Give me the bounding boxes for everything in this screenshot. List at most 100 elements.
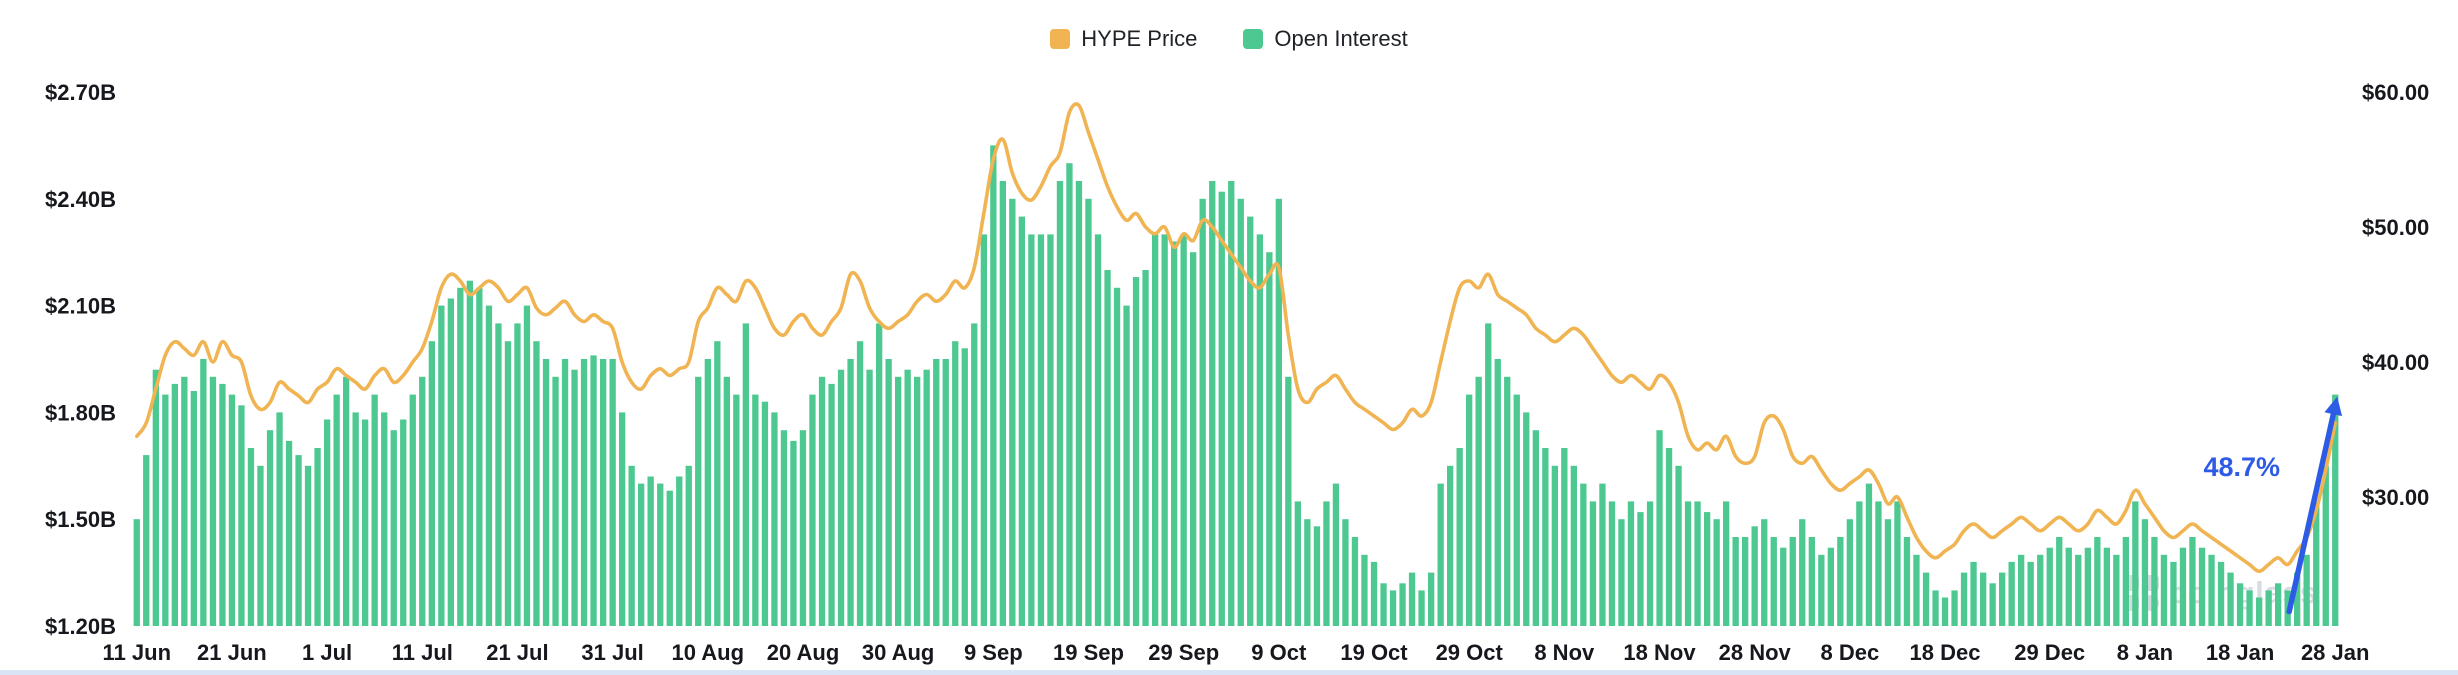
oi-bar[interactable] xyxy=(438,305,445,626)
oi-bar[interactable] xyxy=(1037,234,1045,626)
oi-bar[interactable] xyxy=(1570,465,1577,626)
oi-bar[interactable] xyxy=(666,490,673,626)
oi-bar[interactable] xyxy=(704,359,711,626)
oi-bar[interactable] xyxy=(942,359,949,626)
oi-bar[interactable] xyxy=(1266,252,1273,626)
oi-bar[interactable] xyxy=(1799,519,1806,626)
oi-bar[interactable] xyxy=(1561,448,1568,626)
oi-bar[interactable] xyxy=(1475,376,1482,626)
oi-bar[interactable] xyxy=(2236,583,2244,626)
oi-bar[interactable] xyxy=(1370,561,1378,626)
oi-bar[interactable] xyxy=(1361,554,1368,626)
oi-bar[interactable] xyxy=(714,341,721,626)
oi-bar[interactable] xyxy=(761,401,769,626)
oi-bar[interactable] xyxy=(1723,501,1730,626)
oi-bar[interactable] xyxy=(1009,198,1016,627)
oi-bar[interactable] xyxy=(2008,561,2015,626)
oi-bar[interactable] xyxy=(381,412,388,626)
oi-bar[interactable] xyxy=(228,394,236,626)
oi-bar[interactable] xyxy=(2189,537,2196,626)
oi-bar[interactable] xyxy=(1970,561,1977,626)
oi-bar[interactable] xyxy=(885,359,892,626)
horizontal-scrollbar[interactable] xyxy=(0,670,2458,675)
oi-bar[interactable] xyxy=(542,359,550,626)
oi-bar[interactable] xyxy=(695,376,702,626)
oi-bar[interactable] xyxy=(1618,519,1625,626)
oi-bar[interactable] xyxy=(428,341,435,626)
oi-bar[interactable] xyxy=(1237,198,1244,627)
oi-bar[interactable] xyxy=(1256,234,1263,626)
oi-bar[interactable] xyxy=(390,430,397,626)
oi-bar[interactable] xyxy=(1437,483,1444,626)
oi-bar[interactable] xyxy=(1780,547,1787,626)
oi-bar[interactable] xyxy=(1056,181,1064,626)
oi-bar[interactable] xyxy=(1789,537,1796,626)
oi-bar[interactable] xyxy=(2132,501,2139,626)
oi-bar[interactable] xyxy=(685,465,692,626)
oi-bar[interactable] xyxy=(1808,537,1815,626)
oi-bar[interactable] xyxy=(495,323,502,626)
oi-bar[interactable] xyxy=(1332,483,1340,626)
oi-bar[interactable] xyxy=(752,394,759,626)
oi-bar[interactable] xyxy=(2198,547,2206,626)
oi-bar[interactable] xyxy=(980,234,987,626)
oi-bar[interactable] xyxy=(1608,501,1616,626)
oi-bar[interactable] xyxy=(257,465,264,626)
oi-bar[interactable] xyxy=(1047,234,1054,626)
oi-bar[interactable] xyxy=(895,376,902,626)
oi-bar[interactable] xyxy=(2322,465,2329,626)
oi-bar[interactable] xyxy=(324,419,331,627)
oi-bar[interactable] xyxy=(1523,412,1530,626)
oi-bar[interactable] xyxy=(247,448,255,626)
oi-bar[interactable] xyxy=(1504,376,1511,626)
oi-bar[interactable] xyxy=(2046,547,2053,626)
oi-bar[interactable] xyxy=(181,376,188,626)
oi-bar[interactable] xyxy=(1704,512,1711,626)
oi-bar[interactable] xyxy=(2151,537,2158,626)
oi-bar[interactable] xyxy=(2275,583,2282,626)
oi-bar[interactable] xyxy=(162,394,169,626)
oi-bar[interactable] xyxy=(876,323,883,626)
oi-bar[interactable] xyxy=(1989,583,1996,626)
oi-bar[interactable] xyxy=(343,376,350,626)
oi-bar[interactable] xyxy=(818,376,826,626)
oi-bar[interactable] xyxy=(285,440,293,626)
oi-bar[interactable] xyxy=(638,483,645,626)
oi-bar[interactable] xyxy=(523,305,531,626)
oi-bar[interactable] xyxy=(990,145,997,626)
oi-bar[interactable] xyxy=(362,419,369,627)
oi-bar[interactable] xyxy=(1742,537,1749,626)
oi-bar[interactable] xyxy=(2065,547,2072,626)
oi-bar[interactable] xyxy=(1684,501,1692,626)
oi-bar[interactable] xyxy=(200,359,207,626)
oi-bar[interactable] xyxy=(1827,547,1834,626)
oi-bar[interactable] xyxy=(2037,554,2044,626)
oi-bar[interactable] xyxy=(419,376,426,626)
oi-bar[interactable] xyxy=(1875,501,1882,626)
oi-bar[interactable] xyxy=(352,412,359,626)
oi-bar[interactable] xyxy=(1380,583,1387,626)
oi-bar[interactable] xyxy=(1732,537,1739,626)
oi-bar[interactable] xyxy=(1294,501,1301,626)
oi-bar[interactable] xyxy=(1913,554,1920,626)
oi-bar[interactable] xyxy=(533,341,540,626)
oi-bar[interactable] xyxy=(856,341,864,626)
oi-bar[interactable] xyxy=(1123,305,1130,626)
oi-bar[interactable] xyxy=(1342,519,1349,626)
oi-bar[interactable] xyxy=(1104,270,1111,626)
oi-bar[interactable] xyxy=(2303,554,2310,626)
oi-bar[interactable] xyxy=(2313,501,2320,626)
oi-bar[interactable] xyxy=(619,412,626,626)
oi-bar[interactable] xyxy=(1837,537,1844,626)
oi-bar[interactable] xyxy=(1542,448,1549,626)
oi-bar[interactable] xyxy=(999,181,1006,626)
oi-bar[interactable] xyxy=(828,383,835,626)
oi-bar[interactable] xyxy=(1161,234,1168,626)
oi-bar[interactable] xyxy=(1818,554,1825,626)
oi-bar[interactable] xyxy=(447,298,454,627)
oi-bar[interactable] xyxy=(1323,501,1330,626)
oi-bar[interactable] xyxy=(1142,270,1149,626)
oi-bar[interactable] xyxy=(809,394,816,626)
oi-bar[interactable] xyxy=(1922,572,1930,626)
oi-bar[interactable] xyxy=(1218,191,1225,626)
